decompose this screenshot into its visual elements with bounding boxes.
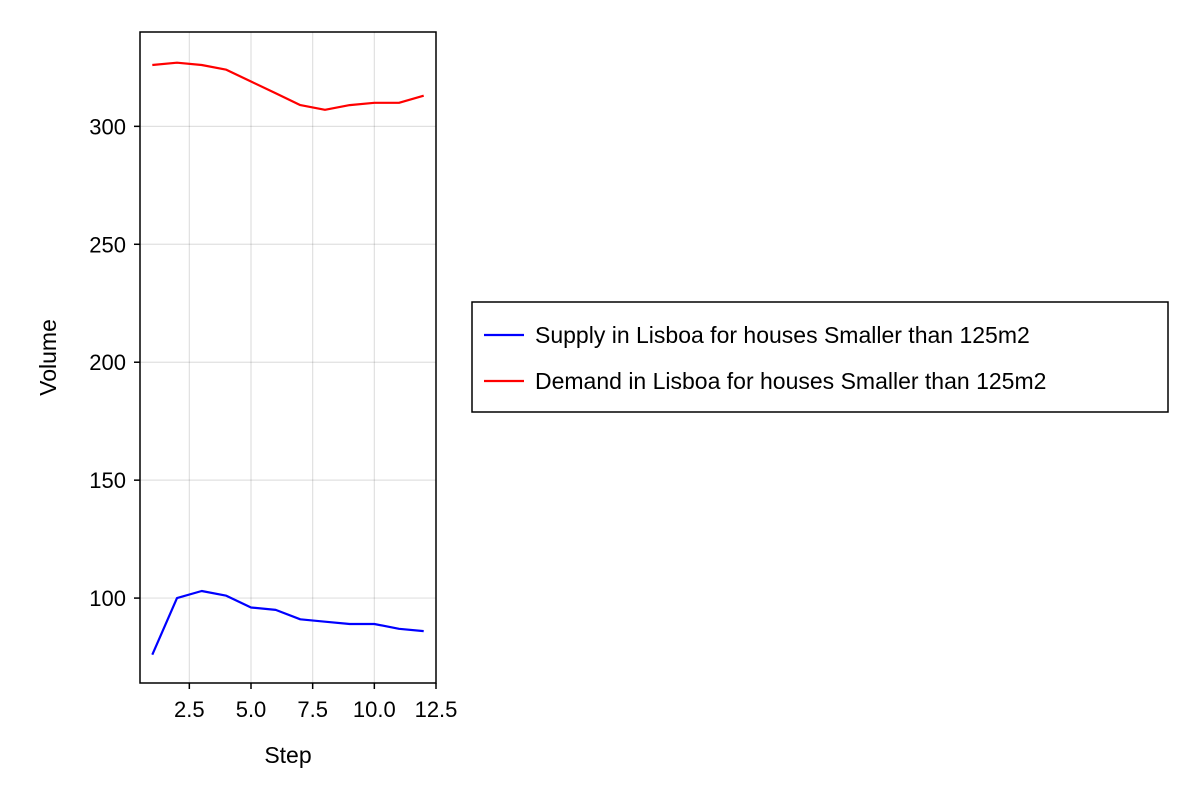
legend-label: Supply in Lisboa for houses Smaller than… [535,322,1030,348]
x-tick-label: 10.0 [353,697,396,722]
y-tick-label: 200 [89,350,126,375]
x-tick-label: 7.5 [297,697,328,722]
plot-frame [139,31,437,684]
x-tick-label: 5.0 [236,697,267,722]
y-tick-label: 150 [89,468,126,493]
y-tick-label: 250 [89,232,126,257]
series-line [152,61,425,111]
legend: Supply in Lisboa for houses Smaller than… [471,301,1169,413]
legend-label: Demand in Lisboa for houses Smaller than… [535,368,1046,394]
series-line [151,589,424,656]
y-tick-label: 300 [89,114,126,139]
y-tick-label: 100 [89,586,126,611]
grid-lines [140,32,436,683]
x-tick-label: 12.5 [415,697,458,722]
series-lines [151,61,425,656]
x-tick-label: 2.5 [174,697,205,722]
legend-box [471,301,1169,413]
y-axis-ticks: 100 150 200 250 300 [89,114,140,611]
x-axis-label: Step [264,742,311,768]
x-axis-ticks: 2.5 5.0 7.5 10.0 12.5 [174,683,457,722]
y-axis-label: Volume [35,319,61,396]
